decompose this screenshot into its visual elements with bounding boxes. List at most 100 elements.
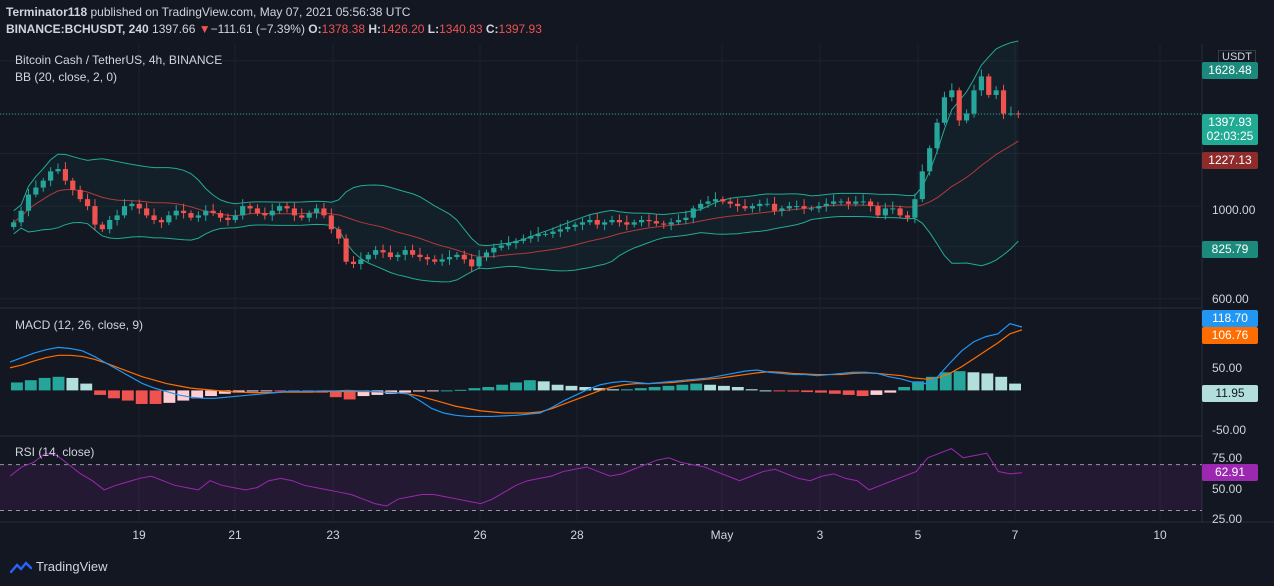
candle-body — [1015, 113, 1021, 115]
candle-body — [919, 171, 925, 200]
macd-histogram-bar — [620, 389, 633, 391]
candle-body — [498, 245, 504, 248]
macd-histogram-bar — [11, 382, 23, 391]
macd-histogram-bar — [551, 384, 564, 391]
tradingview-logo-icon — [10, 560, 32, 573]
candle-body — [735, 203, 741, 207]
x-tick-may: May — [710, 528, 734, 542]
candle-body — [409, 250, 416, 255]
macd-histogram-bar — [121, 390, 134, 401]
macd-histogram-bar — [440, 390, 453, 392]
candle-body — [801, 206, 807, 209]
rsi-tick-75: 75.00 — [1212, 451, 1243, 465]
candle-body — [683, 217, 689, 220]
macd-histogram-bar — [718, 385, 730, 391]
macd-line — [9, 322, 1023, 418]
bb-band-fill — [13, 40, 1019, 282]
candle-body — [343, 238, 349, 262]
candle-body — [513, 240, 519, 244]
candle-body — [506, 243, 512, 246]
candle-body — [336, 229, 342, 239]
symbol-label[interactable]: BINANCE:BCHUSDT, 240 — [6, 22, 149, 36]
macd-histogram-bar — [634, 388, 647, 391]
macd-histogram-bar — [468, 388, 481, 391]
countdown-value: 02:03:25 — [1206, 129, 1254, 143]
macd-histogram-bar — [426, 390, 439, 392]
candle-body — [528, 236, 534, 239]
bb-indicator-title[interactable]: BB (20, close, 2, 0) — [15, 70, 118, 84]
candle-body — [33, 187, 39, 195]
candle-body — [602, 222, 608, 225]
macd-histogram-bar — [66, 377, 79, 391]
high-value: 1426.20 — [381, 22, 425, 36]
candle-body — [11, 222, 17, 227]
macd-histogram-bar — [80, 383, 93, 391]
rsi-tick-25: 25.00 — [1212, 512, 1243, 526]
rsi-band-fill — [0, 464, 1202, 511]
candle-body — [387, 252, 394, 258]
price-tick-1000: 1000.00 — [1212, 203, 1256, 217]
macd-histogram-bar — [842, 390, 855, 395]
candle-body — [476, 257, 482, 267]
macd-histogram-bar — [329, 390, 342, 398]
candle-body — [661, 223, 667, 225]
candle-body — [712, 199, 719, 202]
x-tick-28: 28 — [570, 528, 584, 542]
candle-body — [25, 194, 32, 211]
high-label: H: — [368, 22, 382, 36]
x-tick-5: 5 — [914, 528, 922, 542]
macd-histogram-bar — [690, 383, 703, 391]
last-price-tag-value: 1397.93 — [1208, 115, 1252, 129]
candle-body — [956, 90, 962, 121]
candle-body — [542, 233, 549, 235]
macd-tag: 118.70 — [1202, 310, 1258, 327]
rsi-indicator-title[interactable]: RSI (14, close) — [15, 445, 95, 459]
candle-body — [823, 203, 829, 207]
publisher-name[interactable]: Terminator118 — [6, 5, 88, 19]
macd-histogram-bar — [24, 380, 37, 391]
candle-body — [978, 76, 984, 91]
candle-body — [860, 201, 866, 203]
macd-histogram-bar — [288, 390, 301, 392]
candle-body — [173, 210, 179, 216]
candle-body — [565, 226, 571, 230]
candle-body — [247, 206, 253, 209]
candle-body — [986, 76, 992, 95]
macd-histogram-bar — [773, 390, 786, 392]
candle-body — [402, 250, 408, 255]
candle-body — [84, 199, 91, 207]
candle-body — [853, 201, 859, 204]
rsi-line — [9, 448, 1023, 507]
macd-histogram-bar — [496, 384, 509, 391]
candle-body — [831, 201, 837, 204]
candle-body — [373, 250, 379, 255]
candle-body — [727, 201, 733, 204]
candle-body — [668, 222, 674, 225]
candle-body — [151, 215, 157, 220]
candle-body — [550, 231, 556, 234]
macd-histogram-bar — [523, 380, 536, 391]
macd-histogram-bar — [205, 390, 217, 397]
macd-histogram-bar — [704, 384, 717, 391]
macd-indicator-title[interactable]: MACD (12, 26, close, 9) — [15, 318, 144, 332]
candle-body — [62, 169, 68, 181]
tradingview-branding[interactable]: TradingView — [10, 559, 108, 574]
last-price-value: 1397.66 — [152, 22, 196, 36]
candle-body — [417, 254, 423, 258]
candle-body — [114, 215, 120, 220]
ohlc-line: BINANCE:BCHUSDT, 240 1397.66 ▼−111.61 (−… — [6, 22, 542, 36]
macd-histogram-bar — [163, 390, 176, 403]
candle-body — [77, 189, 83, 200]
candle-body — [129, 203, 135, 207]
macd-histogram-bar — [357, 390, 370, 397]
candle-body — [299, 215, 305, 218]
last-price-tag: 1397.93 02:03:25 — [1202, 114, 1258, 145]
candle-body — [698, 203, 704, 209]
candle-body — [188, 213, 194, 218]
macd-histogram-bar — [1009, 383, 1021, 391]
candle-body — [653, 221, 659, 224]
macd-histogram-bar — [579, 386, 592, 391]
macd-histogram-bar — [870, 390, 883, 395]
candle-body — [284, 206, 290, 209]
